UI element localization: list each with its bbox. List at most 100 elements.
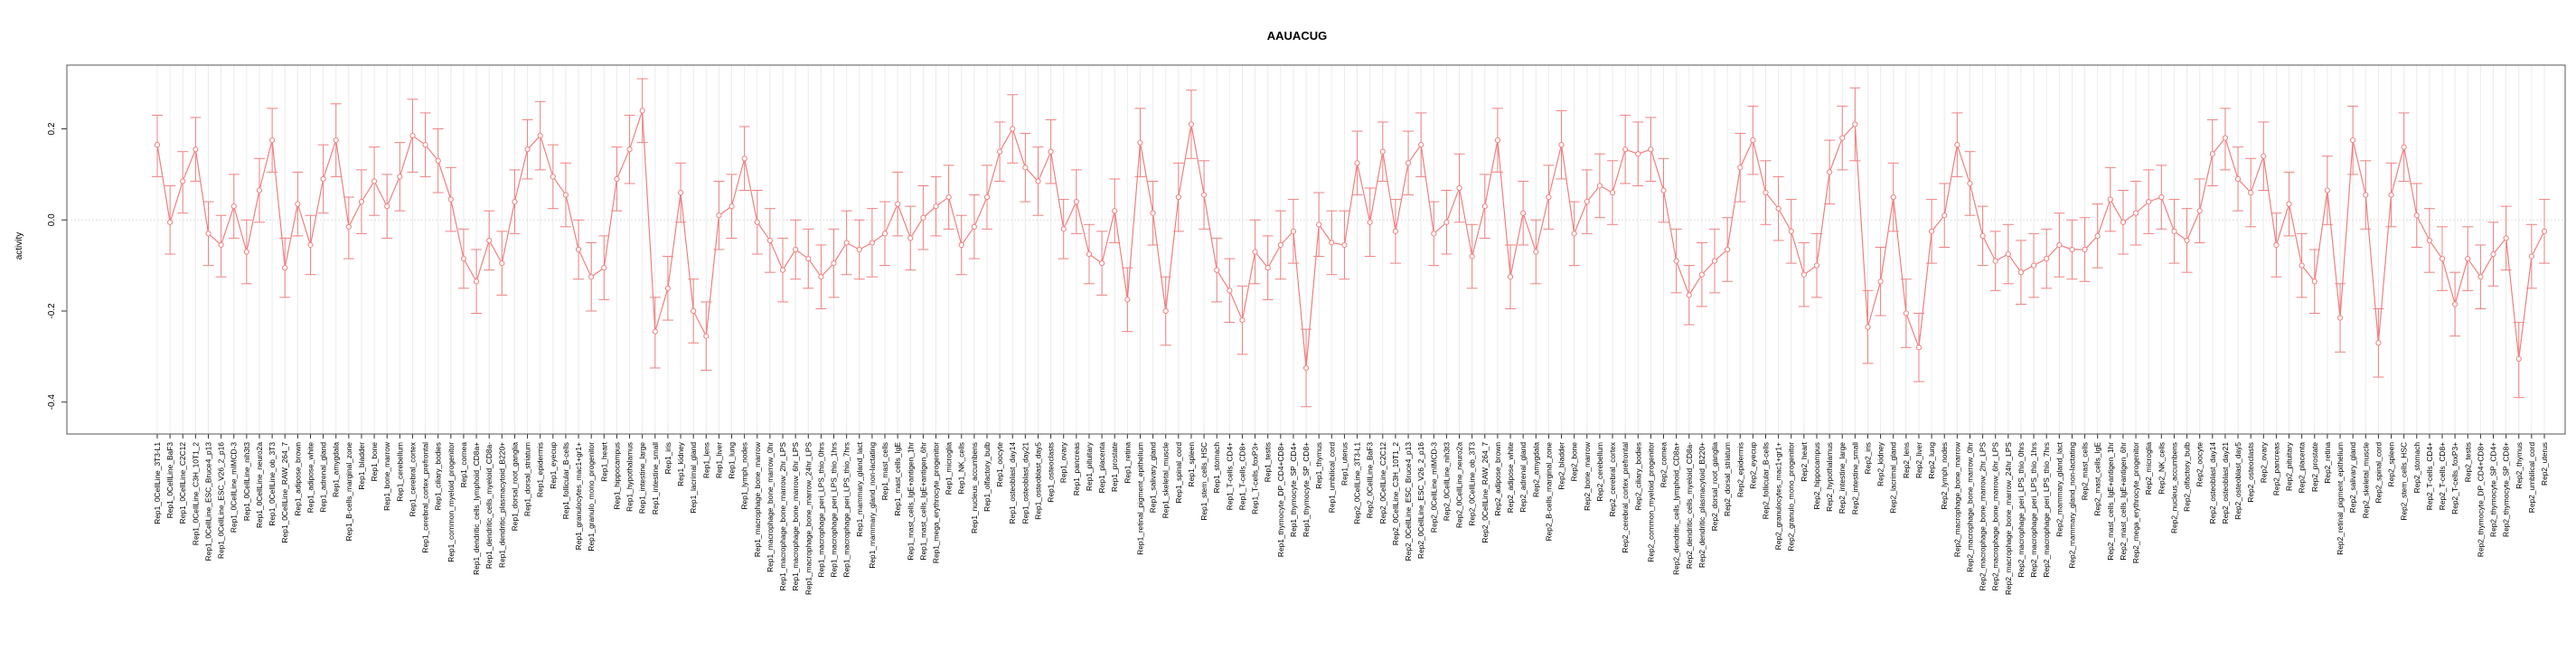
data-point: [1086, 250, 1093, 258]
data-point: [1827, 169, 1833, 175]
data-point: [1673, 258, 1679, 264]
data-point: [1750, 137, 1756, 144]
data-point: [1200, 192, 1208, 198]
data-point: [358, 199, 365, 205]
data-point: [1112, 208, 1118, 214]
y-tick-label: 0.0: [47, 213, 57, 226]
data-point: [1239, 316, 1246, 324]
x-tick-label: Rep2_intestine_small: [1850, 442, 1859, 514]
data-point: [333, 137, 339, 144]
x-tick-label: Rep2_cerebellum: [1595, 442, 1604, 502]
data-point: [512, 199, 518, 205]
data-point: [1418, 142, 1424, 148]
data-point: [1596, 183, 1603, 189]
x-tick-label: Rep1_adipose_white: [306, 442, 315, 514]
data-point: [958, 241, 964, 249]
x-tick-label: Rep1_stomach: [1212, 442, 1221, 494]
data-point: [1865, 324, 1871, 330]
data-point: [218, 241, 224, 249]
x-tick-label: Rep2_cerebral_cortex_prefrontal: [1621, 442, 1630, 553]
x-tick-label: Rep2_dorsal_striatum: [1723, 442, 1732, 516]
x-tick-label: Rep1_dorsal_striatum: [523, 442, 532, 516]
data-point: [652, 328, 658, 335]
data-point: [2209, 151, 2215, 157]
data-point: [933, 203, 939, 210]
x-tick-label: Rep2_hypothalamus: [1825, 442, 1834, 512]
data-point: [575, 246, 582, 253]
x-tick-label: Rep1_macrophage_bone_marrow: [753, 441, 762, 557]
x-tick-label: Rep2_bone: [1570, 442, 1579, 482]
data-point: [320, 175, 326, 183]
x-tick-label: Rep2_ciliary_bodies: [1633, 442, 1642, 510]
data-point: [2044, 255, 2050, 262]
x-tick-label: Rep1_epidermis: [536, 442, 545, 497]
x-tick-label: Rep1_cerebellum: [395, 442, 404, 502]
data-point: [881, 231, 888, 237]
x-tick-label: Rep2_adrenal_gland: [1518, 442, 1528, 513]
data-point: [256, 187, 263, 193]
x-tick-label: Rep2_thymocyte_SP_CD8+: [2502, 442, 2511, 537]
x-tick-label: Rep1_dendritic_plasmacytoid_B220+: [497, 442, 506, 568]
x-tick-label: Rep2_mast_cells_IgE: [2093, 442, 2102, 516]
x-tick-label: Rep2_microglia: [2144, 442, 2153, 495]
x-tick-label: Rep2_osteoblast_day5: [2233, 442, 2242, 520]
data-point: [1494, 137, 1501, 144]
x-tick-label: Rep2_thymus: [2515, 442, 2524, 489]
x-tick-label: Rep2_amygdala: [1531, 442, 1540, 497]
data-point: [193, 146, 199, 153]
x-tick-label: Rep2_bladder: [1557, 442, 1566, 490]
y-axis: -0.4 -0.2 0.0 0.2: [47, 122, 67, 410]
x-tick-label: Rep1_hippocampus: [612, 442, 621, 510]
data-point: [2273, 241, 2280, 249]
x-tick-label: Rep1_mammary_gland_non-lactating: [868, 442, 877, 569]
data-point: [1214, 267, 1220, 273]
x-tick-label: Rep2_osteoclasts: [2246, 442, 2255, 503]
data-point: [1775, 205, 1782, 212]
x-tick-label: Rep1_kidney: [676, 441, 685, 486]
data-point: [2324, 187, 2331, 193]
data-point: [2477, 274, 2484, 280]
x-tick-label: Rep1_B-cells_marginal_zone: [344, 442, 353, 542]
data-point: [499, 260, 505, 267]
data-point: [435, 157, 441, 164]
x-tick-label: Rep1_liver: [714, 442, 723, 478]
data-point: [1252, 249, 1258, 255]
data-point: [1967, 180, 1973, 187]
data-point: [1150, 210, 1156, 216]
x-tick-label: Rep2_0CellLine_BaF3: [1366, 442, 1375, 519]
data-point: [1622, 146, 1629, 153]
data-point: [1060, 226, 1067, 232]
x-tick-label: Rep2_macrophage_bone_marrow_24hr_LPS: [2004, 442, 2013, 595]
x-tick-label: Rep2_intestine_large: [1838, 442, 1847, 514]
x-tick-label: Rep1_0CellLine_RAW_264_7: [280, 442, 289, 543]
x-tick-label: Rep1_umbilical_cord: [1327, 442, 1336, 514]
data-point: [779, 267, 786, 273]
data-point: [2196, 208, 2203, 214]
x-tick-label: Rep1_T-cells_foxP3+: [1251, 442, 1260, 514]
x-tick-label: Rep2_macrophage_peri_LPS_thio_1hrs: [2029, 442, 2038, 577]
data-point: [831, 260, 837, 267]
x-tick-label: Rep1_T-cells_CD4+: [1225, 442, 1234, 510]
x-tick-label: Rep2_mast_cells_IgE+antigen_6hr: [2119, 442, 2128, 561]
y-tick-label: -0.2: [47, 303, 57, 319]
x-tick-label: Rep1_granulocytes_mac1+gr1+: [574, 442, 583, 550]
x-tick-label: Rep2_adipose_brown: [1493, 442, 1502, 516]
x-tick-label: Rep1_0CellLine_C3H_10T1_2: [191, 442, 200, 545]
x-tick-label: Rep2_0CellLine_C3H_10T1_2: [1391, 442, 1400, 545]
x-tick-label: Rep1_olfactory_bulb: [982, 442, 992, 512]
data-point: [2030, 262, 2037, 269]
data-point: [1010, 126, 1016, 132]
data-point: [1290, 228, 1297, 234]
data-point: [869, 240, 875, 246]
x-tick-label: Rep1_ovary: [1059, 441, 1068, 483]
x-tick-label: Rep2_T-cells_CD8+: [2438, 442, 2447, 510]
x-tick-label: Rep2_dendritic_cells_lymphoid_CD8a+: [1672, 442, 1681, 575]
x-tick-label: Rep2_0CellLine_nih3t3: [1442, 442, 1451, 521]
data-point: [1635, 151, 1641, 157]
data-point: [766, 237, 774, 244]
x-tick-label: Rep2_T-cells_foxP3+: [2450, 442, 2459, 514]
data-point: [1302, 364, 1310, 372]
data-point: [1456, 184, 1462, 192]
x-tick-label: Rep1_NK_cells: [957, 442, 966, 495]
